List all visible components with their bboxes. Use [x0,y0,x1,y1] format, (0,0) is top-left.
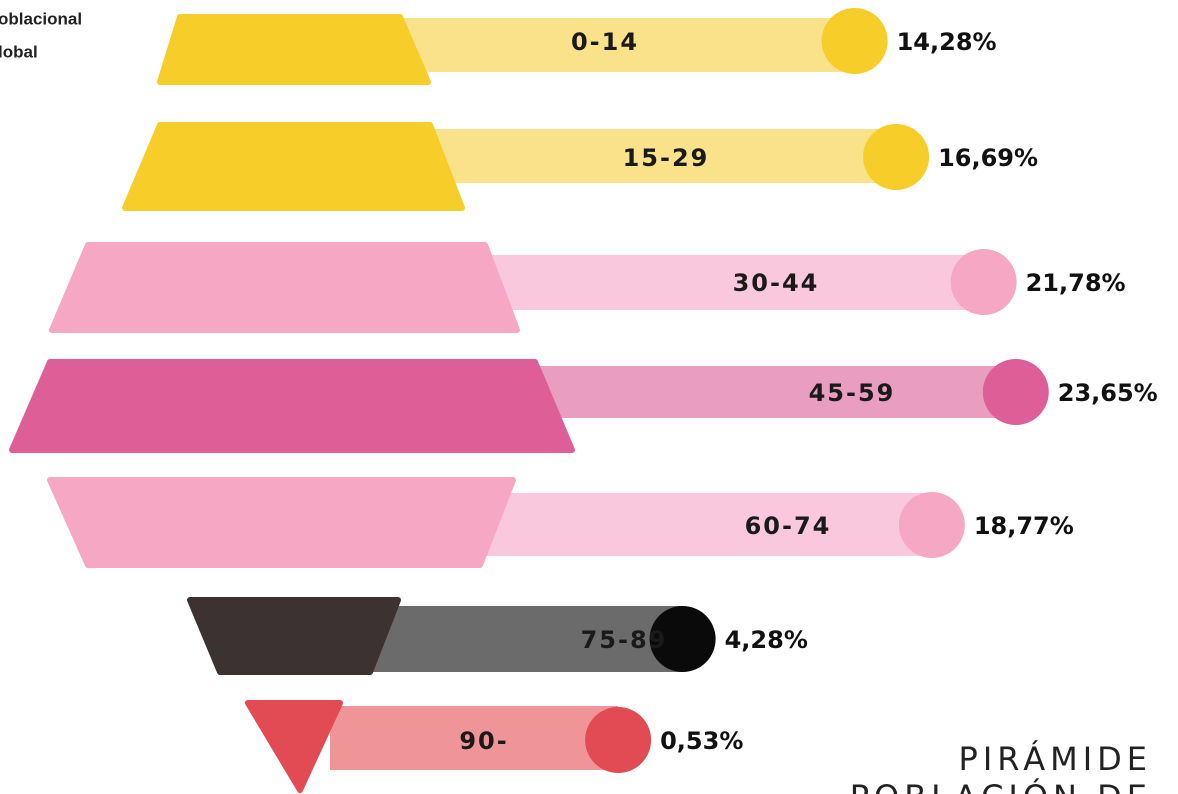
bar-shape [47,477,516,568]
category-label: 90- [459,727,508,755]
bar-end [863,124,930,190]
bar-end [649,606,716,672]
bar-end [898,492,965,558]
category-label: 0-14 [571,28,639,56]
value-label: 0,53% [660,727,743,755]
bar-shape [245,700,343,793]
value-label: 14,28% [897,28,997,56]
bar-shape [187,597,401,675]
category-label: 15-29 [623,144,710,172]
value-label: 4,28% [725,626,808,654]
category-label: 45-59 [809,379,896,407]
bar-end [585,707,652,773]
value-label: 21,78% [1026,269,1126,297]
footer-line: PIRÁMIDE [959,740,1152,778]
title-line: lobal [0,42,38,61]
bar-end [982,359,1049,425]
category-label: 30-44 [733,269,820,297]
category-label: 60-74 [745,512,832,540]
bar [330,706,619,770]
bar-shape [157,14,431,85]
value-label: 18,77% [974,512,1074,540]
title-line: oblacional [0,9,82,28]
bar-shape [49,242,520,333]
bar-end [950,249,1017,315]
bar-shape [122,122,465,211]
bar-shape [9,359,575,453]
value-label: 23,65% [1058,379,1158,407]
footer-line: POBLACIÓN DE [850,777,1152,794]
value-label: 16,69% [938,144,1038,172]
category-label: 75-89 [581,626,668,654]
bar-end [821,8,888,74]
